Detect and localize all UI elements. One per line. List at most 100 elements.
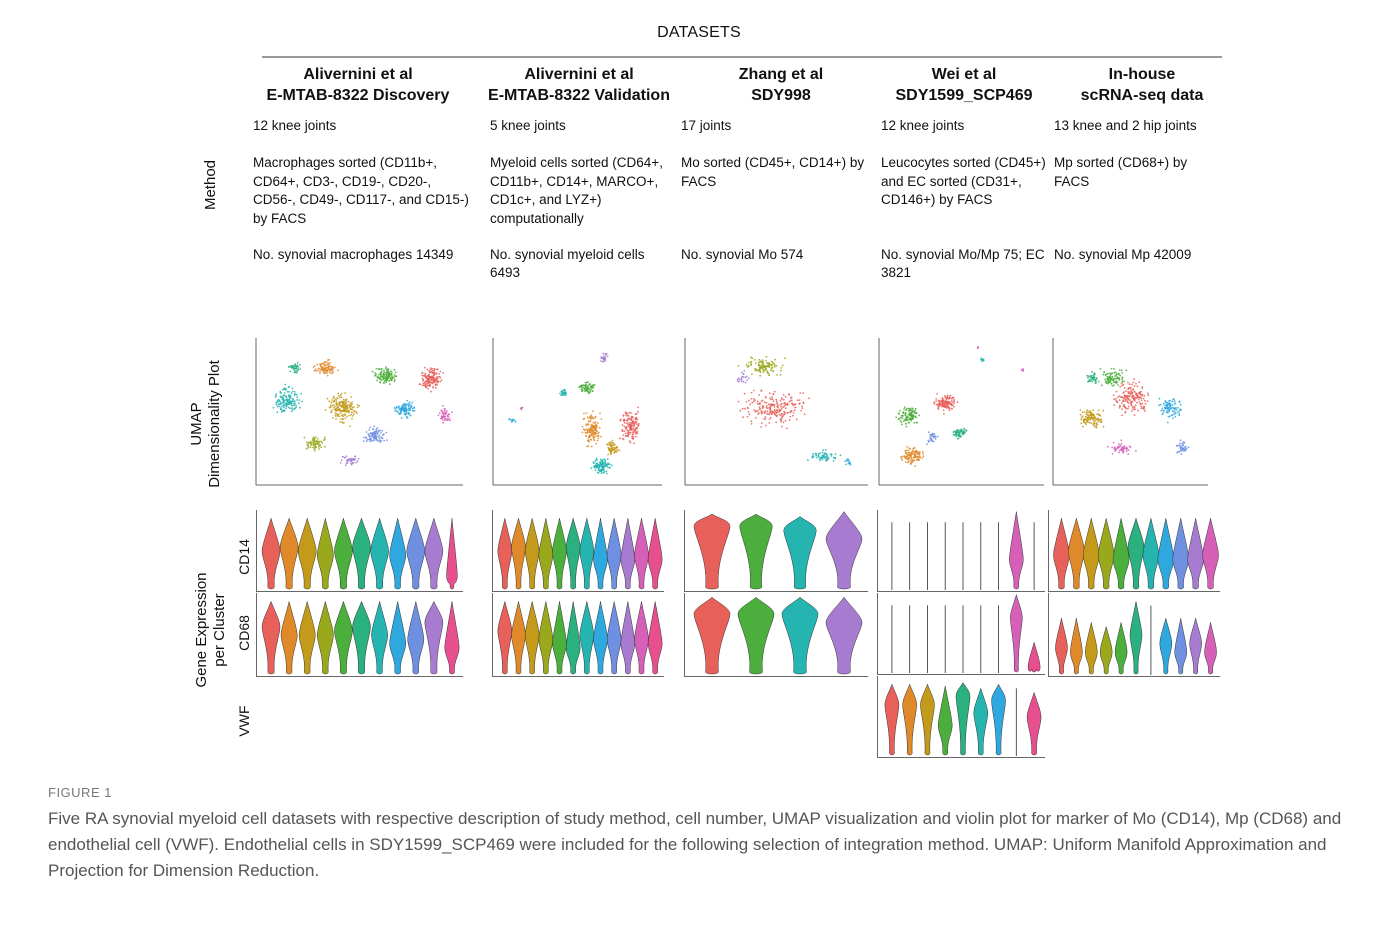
violin-shape (334, 600, 353, 675)
umap-cluster (926, 431, 939, 446)
violin-shape (407, 601, 425, 675)
row-label-vwf: VWF (236, 705, 252, 737)
violin-shape (693, 513, 731, 590)
violin-shape (1055, 618, 1068, 675)
umap-cluster (807, 448, 842, 462)
row-label-umap: UMAP Dimensionality Plot (188, 344, 228, 504)
figure-caption-text: Five RA synovial myeloid cell datasets w… (48, 809, 1342, 880)
violin-cd68-panel-5 (1048, 593, 1220, 677)
dataset-joints: 13 knee and 2 hip joints (1054, 118, 1197, 133)
dataset-title-line1: Alivernini et al (303, 66, 413, 83)
umap-cluster (508, 418, 517, 423)
row-label-gene-expression: Gene Expression per Cluster (193, 550, 235, 710)
umap-cluster (520, 406, 524, 411)
violin-shape (389, 518, 407, 590)
umap-cluster (324, 392, 361, 427)
violin-shape (579, 518, 595, 590)
umap-cluster (303, 436, 326, 452)
violin-shape (1097, 518, 1115, 590)
violin-shape (511, 518, 526, 590)
violin-cd68-panel-4 (877, 593, 1045, 675)
violin-cd14-panel-4 (877, 510, 1045, 592)
umap-cluster (339, 455, 360, 467)
violin-shape (693, 596, 731, 675)
violin-shape (739, 513, 773, 590)
violin-vwf-panel-4 (877, 676, 1045, 758)
dataset-title: Zhang et al SDY998 (681, 64, 881, 106)
row-label-method: Method (202, 159, 219, 211)
umap-cluster (418, 366, 444, 393)
dataset-joints: 12 knee joints (253, 118, 337, 133)
violin-shape (279, 517, 299, 590)
violin-shape (1009, 511, 1024, 590)
dataset-title: Wei et al SDY1599_SCP469 (881, 64, 1047, 106)
violin-shape (606, 601, 622, 675)
violin-shape (781, 596, 819, 675)
umap-cluster (1079, 409, 1105, 429)
violin-shape (1127, 517, 1145, 590)
umap-cluster (272, 383, 304, 414)
violin-shape (620, 518, 636, 590)
dataset-title-line2: SDY998 (751, 87, 811, 104)
violin-shape (565, 601, 581, 675)
dataset-title-line2: E-MTAB-8322 Discovery (266, 87, 450, 104)
violin-shape (1085, 622, 1098, 675)
violin-shape (1083, 518, 1100, 590)
dataset-joints: 12 knee joints (881, 118, 965, 133)
violin-shape (524, 518, 540, 590)
dataset-method: Mp sorted (CD68+) by FACS (1054, 155, 1188, 189)
dataset-title-line1: Alivernini et al (524, 66, 634, 83)
row-label-cd14: CD14 (236, 539, 252, 575)
violin-shape (261, 600, 281, 675)
violin-shape (424, 600, 444, 675)
dataset-column-3: Zhang et al SDY998 17 joints Mo sorted (… (681, 64, 875, 262)
violin-cd68-panel-3 (684, 593, 868, 677)
dataset-title-line2: E-MTAB-8322 Validation (488, 87, 670, 104)
umap-cluster (844, 458, 852, 466)
violin-shape (524, 601, 540, 675)
dataset-joints: 17 joints (681, 118, 732, 133)
dataset-title: Alivernini et al E-MTAB-8322 Discovery (227, 64, 489, 106)
row-label-gene-line1: Gene Expression (193, 572, 210, 688)
dataset-column-4: Wei et al SDY1599_SCP469 12 knee joints … (881, 64, 1049, 280)
umap-cluster (1020, 368, 1025, 372)
violin-shape (1202, 518, 1219, 590)
violin-shape (538, 601, 554, 675)
dataset-title: In-house scRNA-seq data (1054, 64, 1230, 106)
violin-cd14-panel-3 (684, 510, 868, 592)
violin-shape (884, 683, 900, 756)
umap-cluster (371, 366, 398, 386)
umap-panel-5 (1052, 338, 1208, 486)
violin-shape (316, 518, 334, 590)
violin-shape (280, 601, 298, 675)
datasets-header: DATASETS (657, 24, 741, 41)
violin-shape (565, 518, 581, 590)
violin-shape (334, 517, 353, 590)
umap-cluster (1107, 439, 1137, 455)
violin-shape (298, 601, 316, 675)
violin-shape (1142, 518, 1160, 590)
violin-shape (1068, 518, 1085, 590)
figure-caption: FIGURE 1 Five RA synovial myeloid cell d… (48, 785, 1378, 884)
violin-shape (647, 518, 663, 590)
violin-shape (352, 600, 371, 675)
violin-shape (579, 601, 595, 675)
umap-cluster (1158, 397, 1182, 424)
umap-cluster (437, 405, 453, 424)
violin-shape (511, 601, 526, 675)
dataset-joints: 5 knee joints (490, 118, 566, 133)
violin-shape (1026, 691, 1042, 756)
dataset-method: Leucocytes sorted (CD45+) and EC sorted … (881, 155, 1046, 207)
dataset-method: Myeloid cells sorted (CD64+, CD11b+, CD1… (490, 155, 663, 226)
violin-shape (1027, 642, 1041, 673)
dataset-title-line1: Zhang et al (738, 66, 824, 83)
violin-shape (552, 518, 567, 590)
violin-cd14-panel-5 (1048, 510, 1220, 592)
dataset-cell-count: No. synovial Mo 574 (681, 247, 804, 262)
violin-shape (297, 517, 317, 590)
violin-shape (316, 601, 334, 675)
row-label-umap-line2: Dimensionality Plot (206, 360, 223, 488)
violin-shape (446, 518, 458, 590)
dataset-cell-count: No. synovial Mo/Mp 75; EC 3821 (881, 247, 1045, 280)
violin-shape (593, 601, 608, 675)
